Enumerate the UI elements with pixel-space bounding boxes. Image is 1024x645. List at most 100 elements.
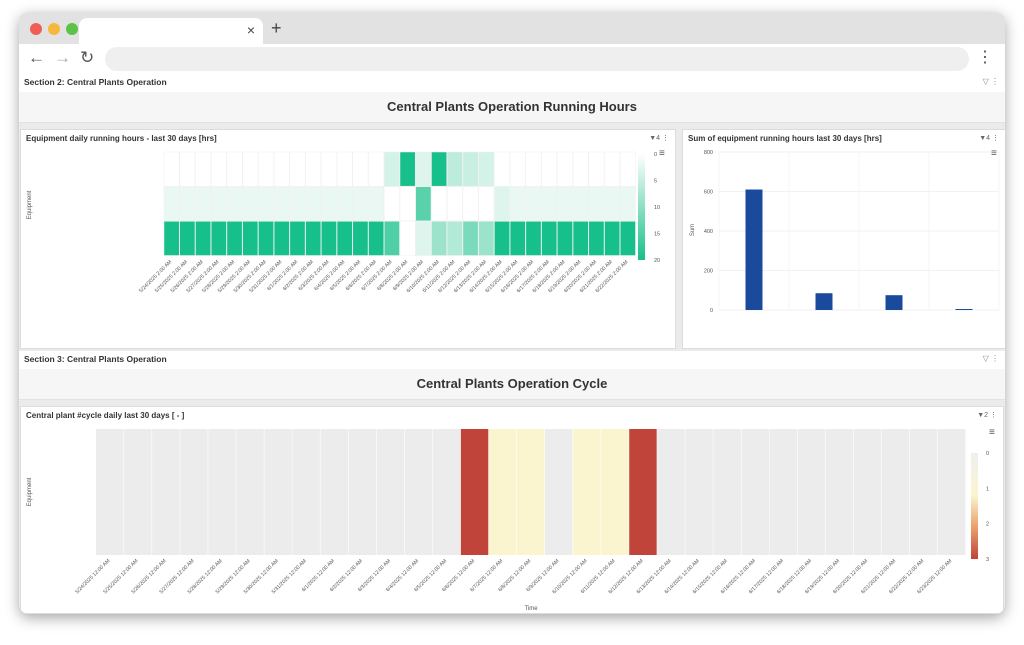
new-tab-button[interactable]: + [271, 18, 282, 38]
heatmap-cell [179, 186, 196, 222]
heatmap-cell [195, 221, 211, 256]
heatmap-cell [273, 221, 290, 256]
heatmap-cell [516, 429, 545, 555]
heatmap-cell [588, 221, 605, 256]
bar [815, 293, 833, 310]
tab-close-icon[interactable]: × [246, 22, 255, 38]
heatmap-cell [336, 151, 353, 187]
heatmap-cell [620, 151, 636, 187]
browser-menu-icon[interactable]: ⋮ [977, 49, 993, 66]
heatmap-cell [478, 186, 495, 222]
panel-sum-title: Sum of equipment running hours last 30 d… [688, 134, 882, 143]
heatmap-cell [478, 151, 495, 187]
section-3-filter-icon[interactable]: ▽ ⋮ [982, 354, 999, 363]
panel-cycle-menu-icon[interactable]: ≡ [989, 427, 995, 438]
heatmap-cell [604, 151, 621, 187]
heatmap-cell [292, 429, 320, 555]
address-bar[interactable] [105, 47, 969, 71]
heatmap-cell [348, 429, 377, 555]
heatmap-cell [399, 186, 416, 222]
heatmap-cell [163, 186, 180, 222]
colorbar-tick-label: 3 [986, 557, 989, 563]
heatmap-cell [404, 429, 433, 555]
minimize-window-button[interactable] [48, 23, 60, 35]
heatmap-cell [399, 151, 416, 187]
panel-cycle-filter-icon[interactable]: ▼2 ⋮ [977, 412, 997, 419]
heatmap-cell [305, 221, 322, 256]
running-hours-heatmap-chart: 5/24/2025 2:00 AM5/25/2025 2:00 AM5/26/2… [27, 151, 660, 294]
panel-running-hours-filter-icon[interactable]: ▼4 ⋮ [649, 135, 669, 142]
heatmap-cell [273, 151, 290, 187]
colorbar-tick-label: 20 [654, 258, 660, 264]
colorbar-tick-label: 5 [654, 179, 657, 185]
heatmap-cell [336, 221, 353, 256]
heatmap-cell [321, 186, 337, 222]
heatmap-cell [179, 151, 196, 187]
heatmap-cell [208, 429, 236, 555]
forward-icon[interactable]: → [54, 48, 71, 67]
heatmap-cell [321, 221, 337, 256]
panel-cycle-title: Central plant #cycle daily last 30 days … [26, 411, 185, 420]
heatmap-cell [226, 186, 243, 222]
heatmap-cell [226, 221, 243, 256]
close-window-button[interactable] [30, 23, 42, 35]
heatmap-cell [321, 151, 337, 187]
heatmap-cell [525, 221, 542, 256]
heatmap-cell [368, 221, 385, 256]
colorbar-tick-label: 10 [654, 205, 660, 211]
heatmap-cell [289, 151, 306, 187]
section-3-header: Section 3: Central Plants Operation ▽ ⋮ [19, 351, 1005, 370]
heatmap-cell [226, 151, 243, 187]
browser-toolbar: ← → ↻ ⋮ [19, 44, 1005, 75]
heatmap-cell [352, 221, 369, 256]
heatmap-cell [368, 186, 385, 222]
heatmap-cell [509, 186, 526, 222]
heatmap-cell [124, 429, 152, 555]
heatmap-cell [601, 429, 629, 555]
heatmap-cell [305, 186, 322, 222]
heatmap-cell [541, 151, 558, 187]
heatmap-cell [446, 186, 463, 222]
bar [885, 295, 903, 310]
heatmap-cell [937, 429, 966, 555]
heatmap-cell [509, 221, 526, 256]
browser-tab[interactable]: × [79, 18, 263, 46]
heatmap-cell [368, 151, 385, 187]
reload-icon[interactable]: ↻ [80, 48, 95, 67]
panel-sum-filter-icon[interactable]: ▼4 ⋮ [979, 135, 999, 142]
heatmap-cell [462, 151, 479, 187]
heatmap-cell [488, 429, 517, 555]
heatmap-cell [96, 429, 124, 555]
heatmap-cell [769, 429, 798, 555]
heatmap-cell [604, 186, 621, 222]
heatmap-cell [273, 186, 290, 222]
heatmap-cell [336, 186, 353, 222]
heatmap-cell [376, 429, 405, 555]
y-tick-label: 0 [710, 308, 713, 314]
sum-running-hours-bar-chart: 0 200 400 600 800 Sum [690, 150, 1000, 314]
heatmap-cell [572, 151, 589, 187]
heatmap-cell [210, 186, 227, 222]
heatmap-cell [305, 151, 322, 187]
maximize-window-button[interactable] [66, 23, 78, 35]
y-axis-label: Sum [690, 224, 696, 236]
heatmap-cell [509, 151, 526, 187]
heatmap-cell [853, 429, 882, 555]
heatmap-cell [620, 186, 636, 222]
heatmap-cell [415, 151, 432, 187]
heatmap-cell [446, 151, 463, 187]
panel-running-hours-menu-icon[interactable]: ≡ [659, 148, 665, 159]
colorbar-tick-label: 15 [654, 232, 660, 238]
heatmap-cell [604, 221, 621, 256]
heatmap-cell [180, 429, 208, 555]
back-icon[interactable]: ← [28, 48, 45, 67]
heatmap-cell [909, 429, 938, 555]
panel-sum-menu-icon[interactable]: ≡ [991, 148, 997, 159]
section-2-filter-icon[interactable]: ▽ ⋮ [982, 77, 999, 86]
heatmap-cell [657, 429, 685, 555]
heatmap-cell [685, 429, 713, 555]
cycle-heatmap-chart: 5/24/2025 12:00 AM5/25/2025 12:00 AM5/26… [27, 429, 989, 612]
x-axis-label: Time [524, 606, 538, 612]
panel-sum-running-hours: Sum of equipment running hours last 30 d… [682, 129, 1005, 349]
section-2-banner: Central Plants Operation Running Hours [19, 92, 1005, 123]
